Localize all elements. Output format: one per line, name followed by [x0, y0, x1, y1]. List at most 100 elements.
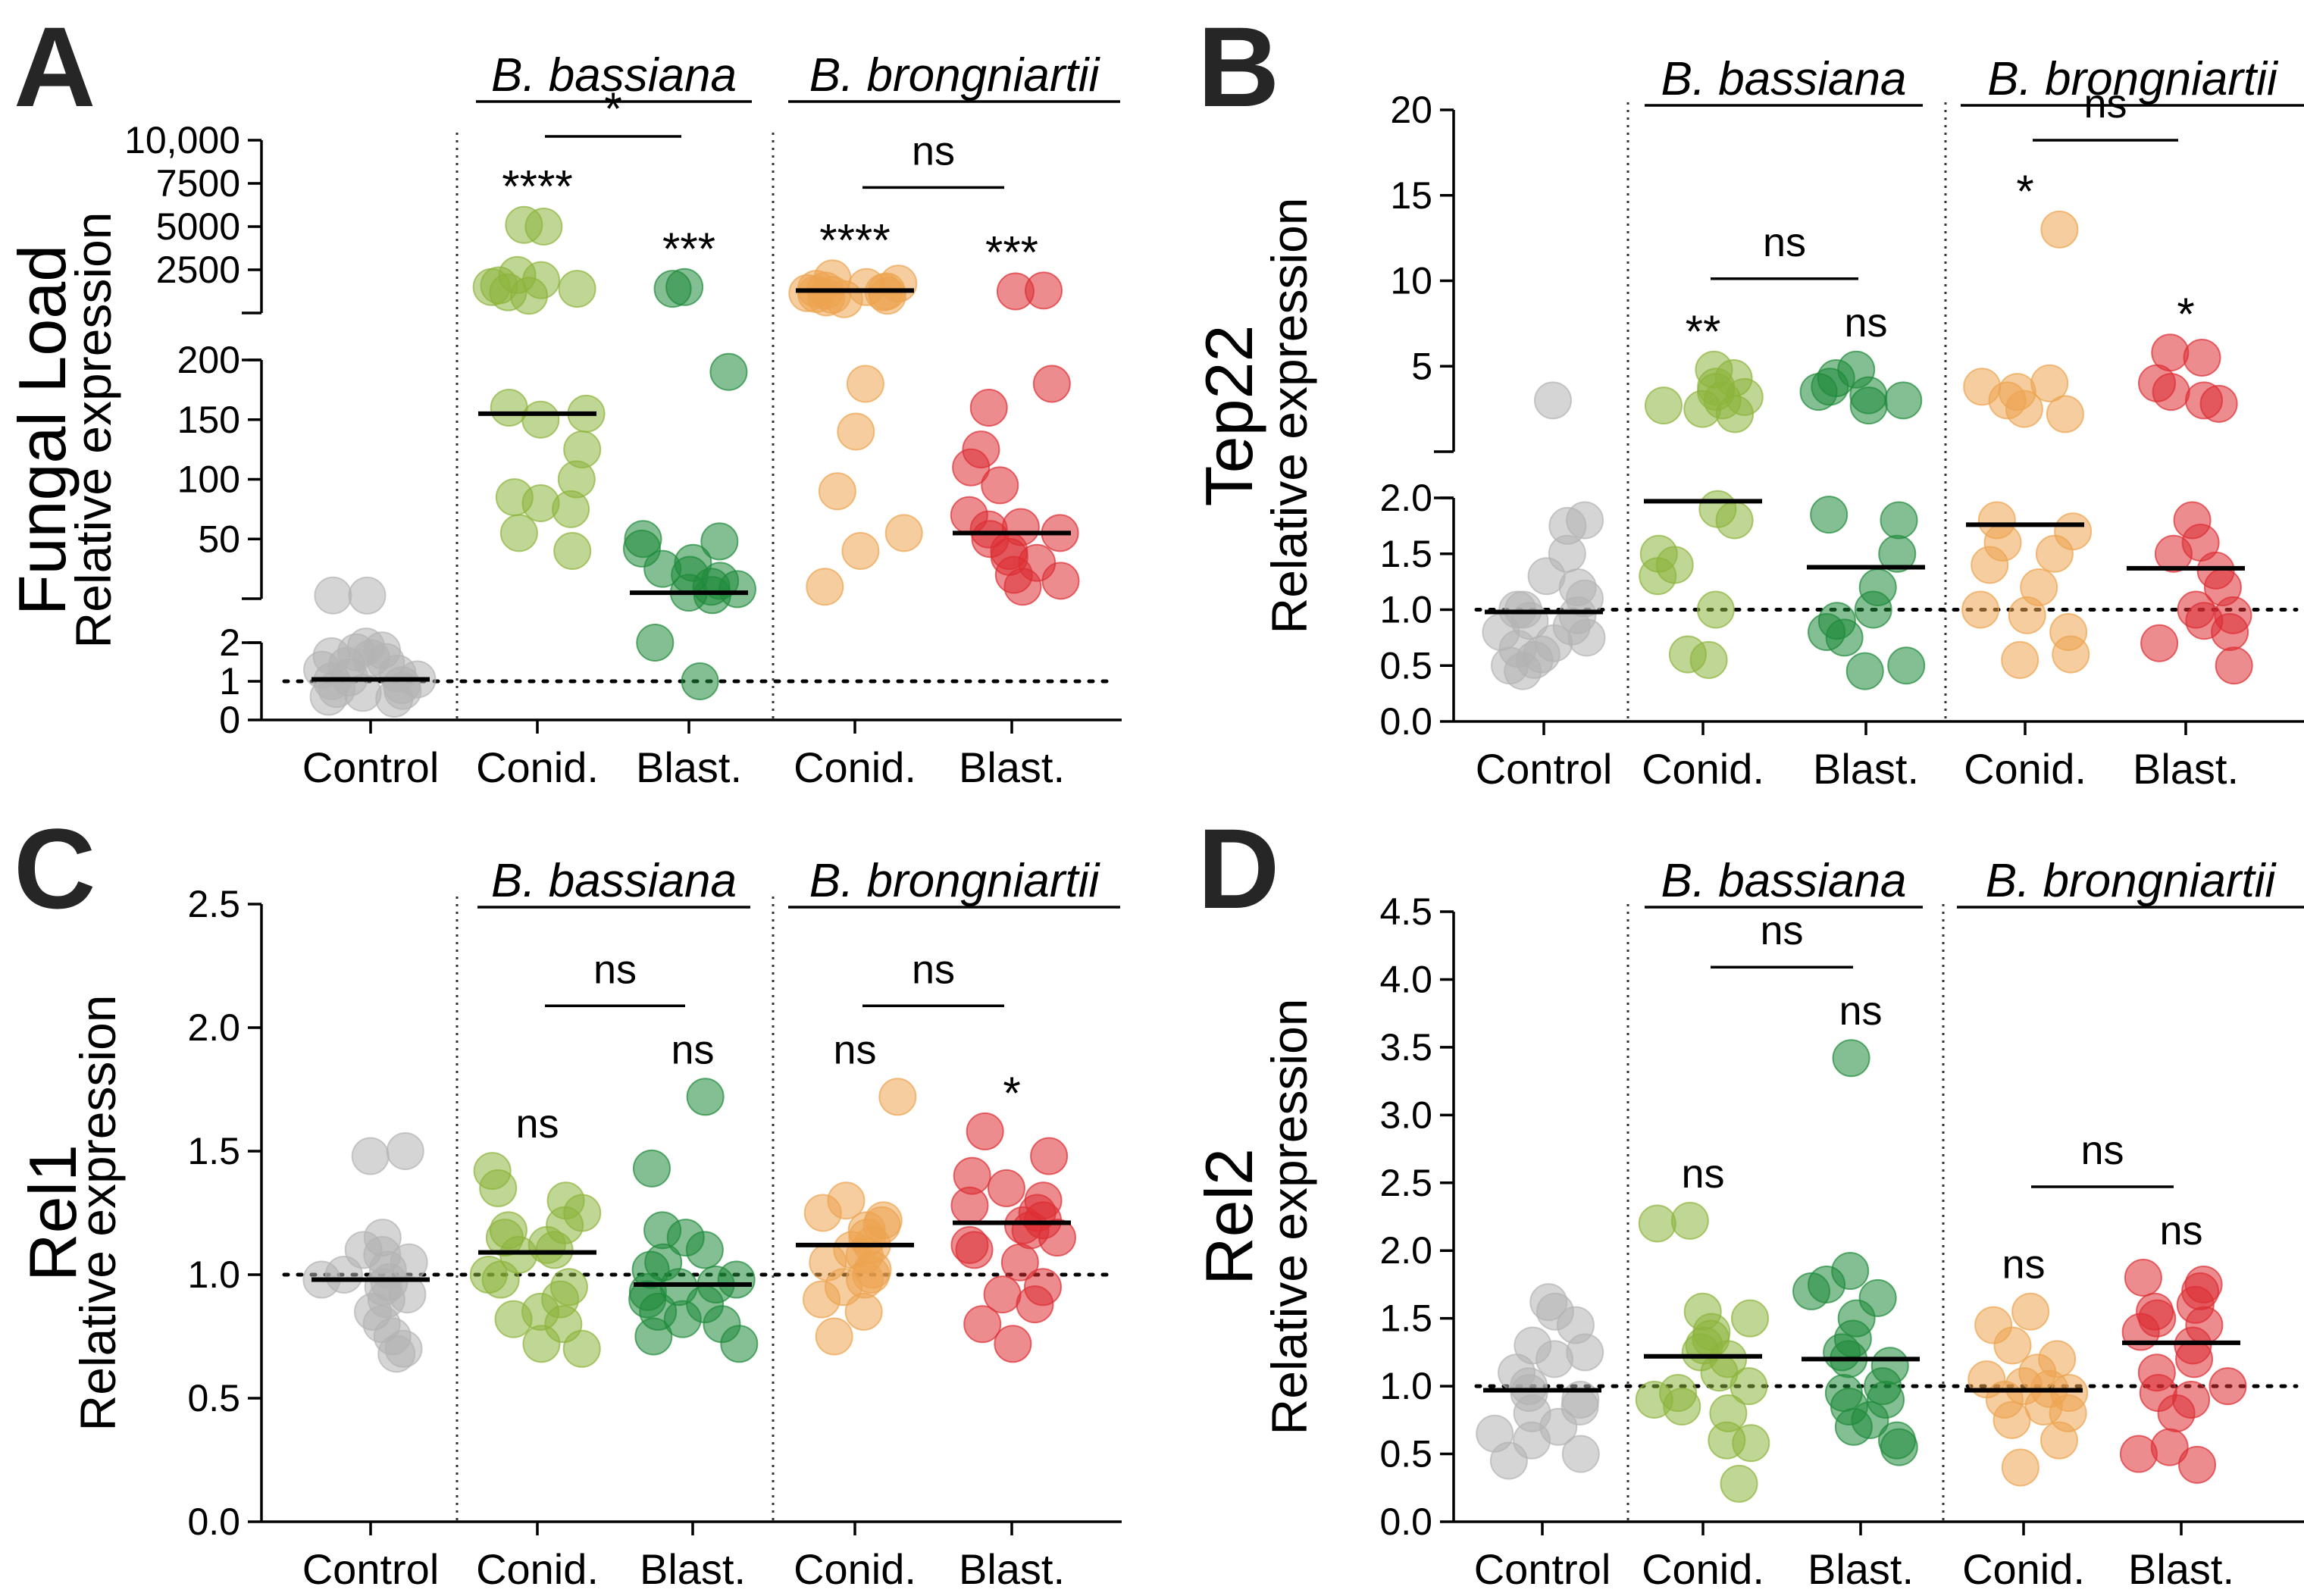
series-3 — [1961, 210, 2093, 679]
significance-marker: *** — [985, 227, 1038, 277]
species-group-label: B. bassiana — [1661, 53, 1907, 105]
data-point — [952, 448, 991, 487]
data-point — [479, 1169, 518, 1207]
data-point — [2039, 1421, 2078, 1460]
data-point — [634, 1317, 673, 1356]
data-point — [1041, 562, 1080, 600]
data-point — [505, 205, 543, 244]
data-point — [494, 1300, 533, 1338]
x-category-label: Conid. — [1642, 745, 1764, 793]
series-4 — [2138, 333, 2253, 685]
y-tick-label: 2.0 — [1379, 1229, 1432, 1272]
data-point — [868, 277, 906, 315]
data-point — [2119, 1435, 2158, 1473]
data-point — [636, 624, 675, 662]
significance-marker: ** — [1686, 306, 1721, 357]
species-group-label: B. brongniartii — [1987, 53, 2279, 105]
y-tick-label: 10 — [1390, 260, 1432, 302]
data-point — [1715, 501, 1754, 540]
data-point — [1016, 1285, 1054, 1324]
data-point — [846, 365, 884, 403]
data-point — [686, 1078, 725, 1116]
comparison-significance: ns — [593, 947, 637, 992]
data-point — [2152, 373, 2190, 412]
data-point — [884, 514, 923, 552]
data-point — [2046, 395, 2084, 433]
y-tick-label: 5000 — [156, 205, 240, 248]
data-point — [347, 627, 386, 666]
data-point — [562, 1329, 601, 1368]
series-1 — [1635, 1201, 1770, 1503]
data-point — [825, 280, 863, 318]
y-axis-title: Rel1 — [15, 1144, 90, 1281]
y-axis-title: Fungal Load — [5, 245, 80, 615]
y-tick-label: 1.0 — [1379, 589, 1432, 631]
significance-marker: ns — [671, 1027, 714, 1072]
comparison-significance: ns — [912, 128, 955, 174]
y-tick-label: 0.5 — [1379, 644, 1432, 687]
y-tick-label: 1.5 — [187, 1130, 240, 1172]
x-category-label: Conid. — [1962, 1545, 2085, 1593]
panel-letter: C — [14, 805, 95, 932]
y-tick-label: 20 — [1390, 89, 1432, 131]
series-0 — [302, 1132, 428, 1373]
data-point — [509, 277, 548, 315]
data-point — [2211, 613, 2249, 651]
x-category-label: Conid. — [794, 743, 916, 791]
data-point — [663, 1300, 702, 1338]
y-tick-label: 1.5 — [1379, 533, 1432, 575]
significance-marker: ns — [515, 1101, 559, 1147]
significance-marker: ns — [1844, 300, 1887, 346]
y-tick-label: 0.0 — [187, 1501, 240, 1543]
data-point — [314, 576, 352, 615]
data-point — [535, 1231, 574, 1269]
data-point — [2209, 1367, 2247, 1406]
data-point — [499, 514, 538, 552]
panel-letter: D — [1197, 805, 1279, 932]
data-point — [1834, 1407, 1873, 1446]
data-point — [1810, 496, 1849, 534]
series-0 — [1476, 1283, 1604, 1480]
species-group-label: B. brongniartii — [809, 49, 1101, 102]
x-category-label: Blast. — [640, 1545, 746, 1593]
data-point — [841, 532, 880, 570]
species-group-label: B. brongniartii — [1986, 855, 2277, 907]
data-point — [2199, 384, 2238, 423]
series-3 — [788, 259, 923, 606]
y-tick-label: 3.5 — [1379, 1026, 1432, 1069]
data-point — [681, 662, 719, 700]
data-point — [1799, 373, 1838, 412]
significance-marker: ns — [833, 1027, 876, 1072]
data-point — [803, 1194, 842, 1232]
y-tick-label: 2.5 — [1379, 1162, 1432, 1204]
data-point — [2154, 534, 2193, 573]
y-tick-label: 1 — [219, 660, 240, 703]
data-point — [1644, 386, 1683, 425]
data-point — [558, 270, 596, 308]
data-point — [1696, 590, 1735, 629]
series-2 — [1792, 1039, 1918, 1466]
data-point — [1854, 590, 1892, 629]
data-point — [2005, 390, 2043, 428]
series-1 — [472, 205, 606, 570]
comparison-significance: ns — [2080, 1128, 2124, 1173]
data-point — [709, 352, 748, 391]
significance-marker: * — [1003, 1068, 1020, 1119]
data-point — [2140, 624, 2179, 662]
data-point — [522, 1325, 561, 1363]
data-point — [1880, 1428, 1918, 1466]
y-tick-label: 1.0 — [1379, 1365, 1432, 1407]
data-point — [1639, 557, 1677, 596]
y-axis-title: Rel2 — [1191, 1148, 1266, 1285]
x-category-label: Conid. — [794, 1545, 916, 1593]
species-group-label: B. bassiana — [491, 855, 737, 907]
data-point — [815, 1317, 853, 1356]
y-tick-label: 1.5 — [1379, 1297, 1432, 1340]
data-point — [2008, 596, 2046, 634]
data-point — [1832, 1039, 1870, 1078]
x-category-label: Conid. — [476, 1545, 599, 1593]
data-point — [837, 412, 875, 451]
data-point — [2157, 1394, 2196, 1432]
x-category-label: Blast. — [959, 1545, 1065, 1593]
